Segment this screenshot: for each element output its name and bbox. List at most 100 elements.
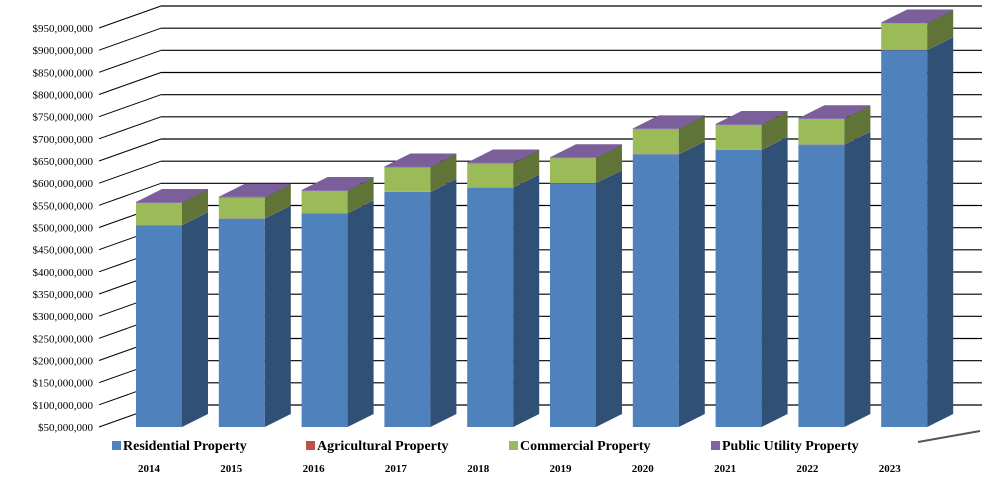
bar-segment — [550, 157, 596, 159]
bar-segment-side — [678, 141, 705, 155]
bar-segment — [798, 144, 845, 427]
x-tick-label: 2023 — [879, 463, 902, 475]
bar-stack-2019 — [550, 144, 622, 427]
bar-segment-side — [844, 105, 871, 120]
bars — [136, 9, 954, 428]
bar-stack-2015 — [218, 183, 291, 427]
x-tick-label: 2015 — [220, 463, 243, 475]
bar-segment-side — [264, 183, 291, 198]
bar-segment-side — [513, 174, 540, 188]
bar-stack-2020 — [632, 115, 705, 427]
bar-top-face — [301, 177, 374, 191]
bar-segment-side — [182, 212, 208, 427]
bar-segment-side — [927, 36, 954, 51]
bar-segment — [384, 166, 431, 168]
bar-segment — [550, 183, 596, 427]
bar-segment — [384, 192, 431, 427]
gridline-depth — [98, 49, 162, 73]
bar-segment-side — [513, 174, 540, 427]
bar-segment-side — [513, 149, 540, 164]
y-tick-label: $300,000,000 — [33, 311, 94, 323]
bar-segment — [632, 129, 679, 155]
bar-segment — [550, 158, 596, 183]
bar-segment-side — [761, 110, 788, 125]
bar-segment-side — [761, 136, 788, 150]
bar-top-face — [136, 189, 208, 203]
bar-segment — [218, 197, 265, 219]
legend-label: Commercial Property — [520, 439, 651, 454]
bar-top-face — [550, 144, 622, 158]
bar-stack-2021 — [715, 110, 788, 427]
bar-segment — [301, 190, 348, 214]
gridline-depth — [98, 116, 162, 140]
y-tick-label: $50,000,000 — [38, 422, 94, 434]
bar-segment-side — [430, 178, 457, 193]
bar-segment-side — [182, 212, 208, 226]
bar-segment-side — [347, 177, 374, 214]
bar-segment — [301, 190, 348, 191]
bar-segment — [301, 213, 348, 427]
bar-segment — [715, 124, 762, 150]
bar-segment — [881, 22, 928, 24]
bar-stack-2022 — [798, 105, 871, 427]
bar-segment-side — [761, 136, 788, 427]
bar-top-face — [384, 153, 457, 167]
bar-segment-side — [927, 37, 954, 428]
y-tick-label: $650,000,000 — [33, 156, 94, 168]
legend-item: Public Utility Property — [711, 439, 859, 454]
bar-segment — [136, 202, 182, 226]
bar-segment — [632, 128, 679, 130]
bar-segment-side — [678, 115, 705, 130]
legend-label: Residential Property — [123, 439, 247, 454]
legend-item: Commercial Property — [509, 439, 651, 454]
bar-segment — [136, 202, 182, 203]
y-tick-label: $200,000,000 — [33, 356, 94, 368]
gridline-depth — [98, 72, 162, 95]
gridline-depth — [98, 182, 162, 206]
bar-segment — [798, 118, 845, 120]
x-tick-label: 2018 — [467, 463, 490, 475]
x-tick-label: 2020 — [632, 463, 655, 475]
bar-segment-side — [182, 189, 208, 226]
bar-segment — [881, 23, 928, 50]
y-tick-label: $400,000,000 — [33, 267, 94, 279]
bar-segment — [881, 50, 928, 428]
bar-segment — [467, 162, 514, 164]
bar-segment-side — [264, 184, 291, 219]
bar-segment — [715, 123, 762, 125]
legend-item: Residential Property — [112, 439, 247, 454]
bar-segment-side — [596, 170, 622, 427]
y-tick-label: $100,000,000 — [33, 400, 94, 412]
legend-swatch — [306, 441, 315, 450]
bar-segment-side — [596, 145, 622, 183]
bar-stack-2023 — [881, 9, 954, 428]
x-tick-label: 2014 — [138, 463, 161, 475]
bar-segment-side — [430, 179, 457, 427]
legend-label: Agricultural Property — [317, 439, 449, 454]
x-tick-label: 2019 — [550, 463, 573, 475]
bar-top-face — [218, 183, 291, 197]
y-axis-tick-labels: $50,000,000 $100,000,000 $150,000,000 $200,… — [33, 23, 94, 434]
bar-segment — [384, 167, 431, 192]
bar-segment-side — [347, 177, 374, 191]
bar-segment-side — [678, 141, 705, 427]
bar-segment-side — [430, 153, 457, 168]
bar-segment-side — [596, 169, 622, 184]
x-tick-label: 2021 — [714, 463, 736, 475]
gridline-depth — [98, 5, 162, 29]
bar-segment-side — [264, 205, 291, 427]
bar-segment-side — [844, 131, 871, 427]
bar-segment-side — [927, 9, 954, 24]
bar-segment-side — [264, 205, 291, 219]
bar-segment — [136, 225, 182, 427]
legend: Residential Property Agricultural Propert… — [104, 434, 917, 458]
y-tick-label: $800,000,000 — [33, 90, 94, 102]
bar-segment-side — [347, 200, 374, 214]
x-axis-tick-labels: 2014 2015 2016 2017 2018 2019 2020 2021 2022 2023 — [138, 463, 901, 475]
bar-top-face — [467, 149, 540, 163]
bar-stack-2014 — [136, 189, 208, 427]
bar-segment-side — [844, 131, 871, 145]
bar-stack-2018 — [467, 149, 540, 427]
bar-top-face — [881, 9, 954, 23]
